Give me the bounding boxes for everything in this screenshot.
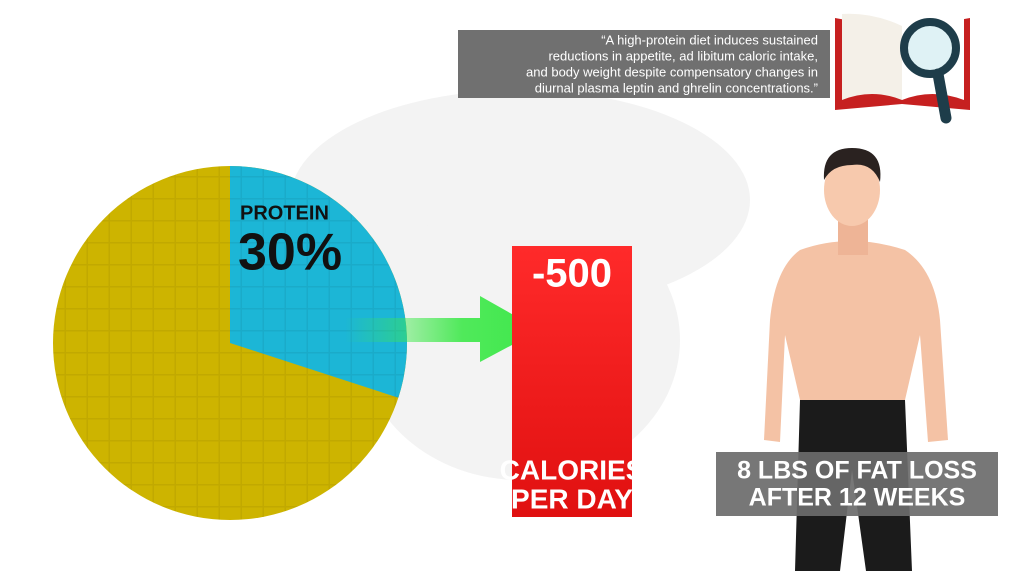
quote-line: reductions in appetite, ad libitum calor… [548, 48, 818, 63]
quote: “A high-protein diet induces sustainedre… [526, 32, 818, 95]
pie-texture [53, 166, 407, 520]
calorie-text: CALORIES [500, 454, 645, 485]
quote-line: and body weight despite compensatory cha… [526, 64, 818, 79]
book-icon [835, 13, 970, 124]
quote-line: “A high-protein diet induces sustained [601, 32, 818, 47]
pie-value-label: 30% [238, 224, 342, 282]
result-box [716, 452, 998, 516]
calorie-amount: -500 [532, 252, 612, 296]
calorie-box [512, 246, 632, 517]
calorie-text: PER DAY [511, 483, 633, 514]
man-illustration [764, 148, 948, 571]
result-text: 8 LBS OF FAT LOSS [737, 457, 977, 485]
quote-line: diurnal plasma leptin and ghrelin concen… [535, 80, 818, 95]
pie-label: PROTEIN [240, 202, 329, 224]
arrow [345, 296, 540, 362]
quote-box [458, 30, 830, 98]
result-text: AFTER 12 WEEKS [749, 484, 966, 512]
